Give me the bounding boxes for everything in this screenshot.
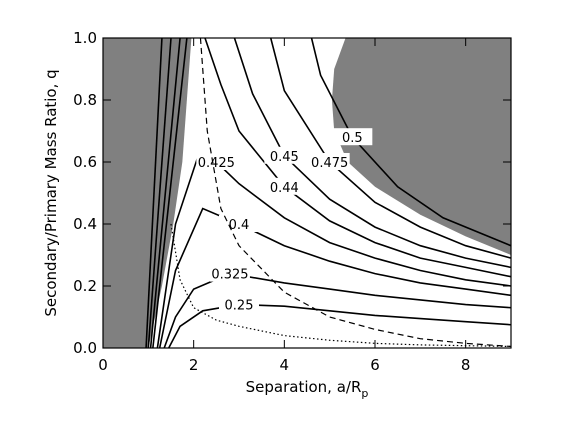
contour-line <box>158 207 511 348</box>
y-tick-label: 0.0 <box>73 339 97 357</box>
y-tick-label: 0.6 <box>73 153 97 171</box>
contour-label: 0.4 <box>229 218 250 233</box>
contour-label: 0.425 <box>198 156 235 171</box>
contour-label-bg <box>219 215 259 232</box>
contour-line <box>163 272 511 348</box>
contour-label: 0.5 <box>342 131 363 146</box>
x-tick-label: 8 <box>461 356 471 374</box>
y-tick-label: 0.2 <box>73 277 97 295</box>
contour-label: 0.325 <box>211 268 248 283</box>
excluded-region <box>103 38 192 348</box>
contour-line <box>199 38 511 348</box>
excluded-region <box>331 38 511 255</box>
contour-line <box>269 38 511 259</box>
y-tick-label: 0.4 <box>73 215 97 233</box>
contour-line <box>145 38 163 348</box>
contour-label-bg <box>209 264 250 282</box>
contour-label: 0.25 <box>225 299 254 314</box>
x-tick-label: 6 <box>370 356 380 374</box>
contour-line <box>170 223 511 348</box>
x-label-sub: p <box>361 387 368 400</box>
contour-label-bg <box>309 153 350 170</box>
contour-line <box>147 38 172 348</box>
contour-line <box>168 303 511 348</box>
x-label-main: Separation, a/R <box>246 378 362 396</box>
contour-line <box>152 38 188 348</box>
contour-label: 0.475 <box>311 156 348 171</box>
x-axis-label: Separation, a/Rp <box>246 378 369 400</box>
x-tick-label: 4 <box>280 356 290 374</box>
contour-line <box>149 38 181 348</box>
contour-line <box>233 38 511 269</box>
contour-label: 0.44 <box>270 181 299 196</box>
x-tick-label: 0 <box>98 356 108 374</box>
contour-label-bg <box>332 128 373 146</box>
x-tick-label: 2 <box>189 356 199 374</box>
contour-label-bg <box>196 153 237 170</box>
plot-frame <box>102 37 512 349</box>
y-tick-label: 0.8 <box>73 91 97 109</box>
y-tick-label: 1.0 <box>73 29 97 47</box>
contour-label-bg <box>264 146 305 164</box>
contour-line <box>310 38 511 247</box>
contour-line <box>204 38 511 278</box>
contour-label-bg <box>219 295 259 313</box>
contour-label-bg <box>264 177 305 195</box>
y-axis-label: Secondary/Primary Mass Ratio, q <box>42 69 60 316</box>
contour-label: 0.45 <box>270 150 299 165</box>
contour-line <box>156 154 511 348</box>
